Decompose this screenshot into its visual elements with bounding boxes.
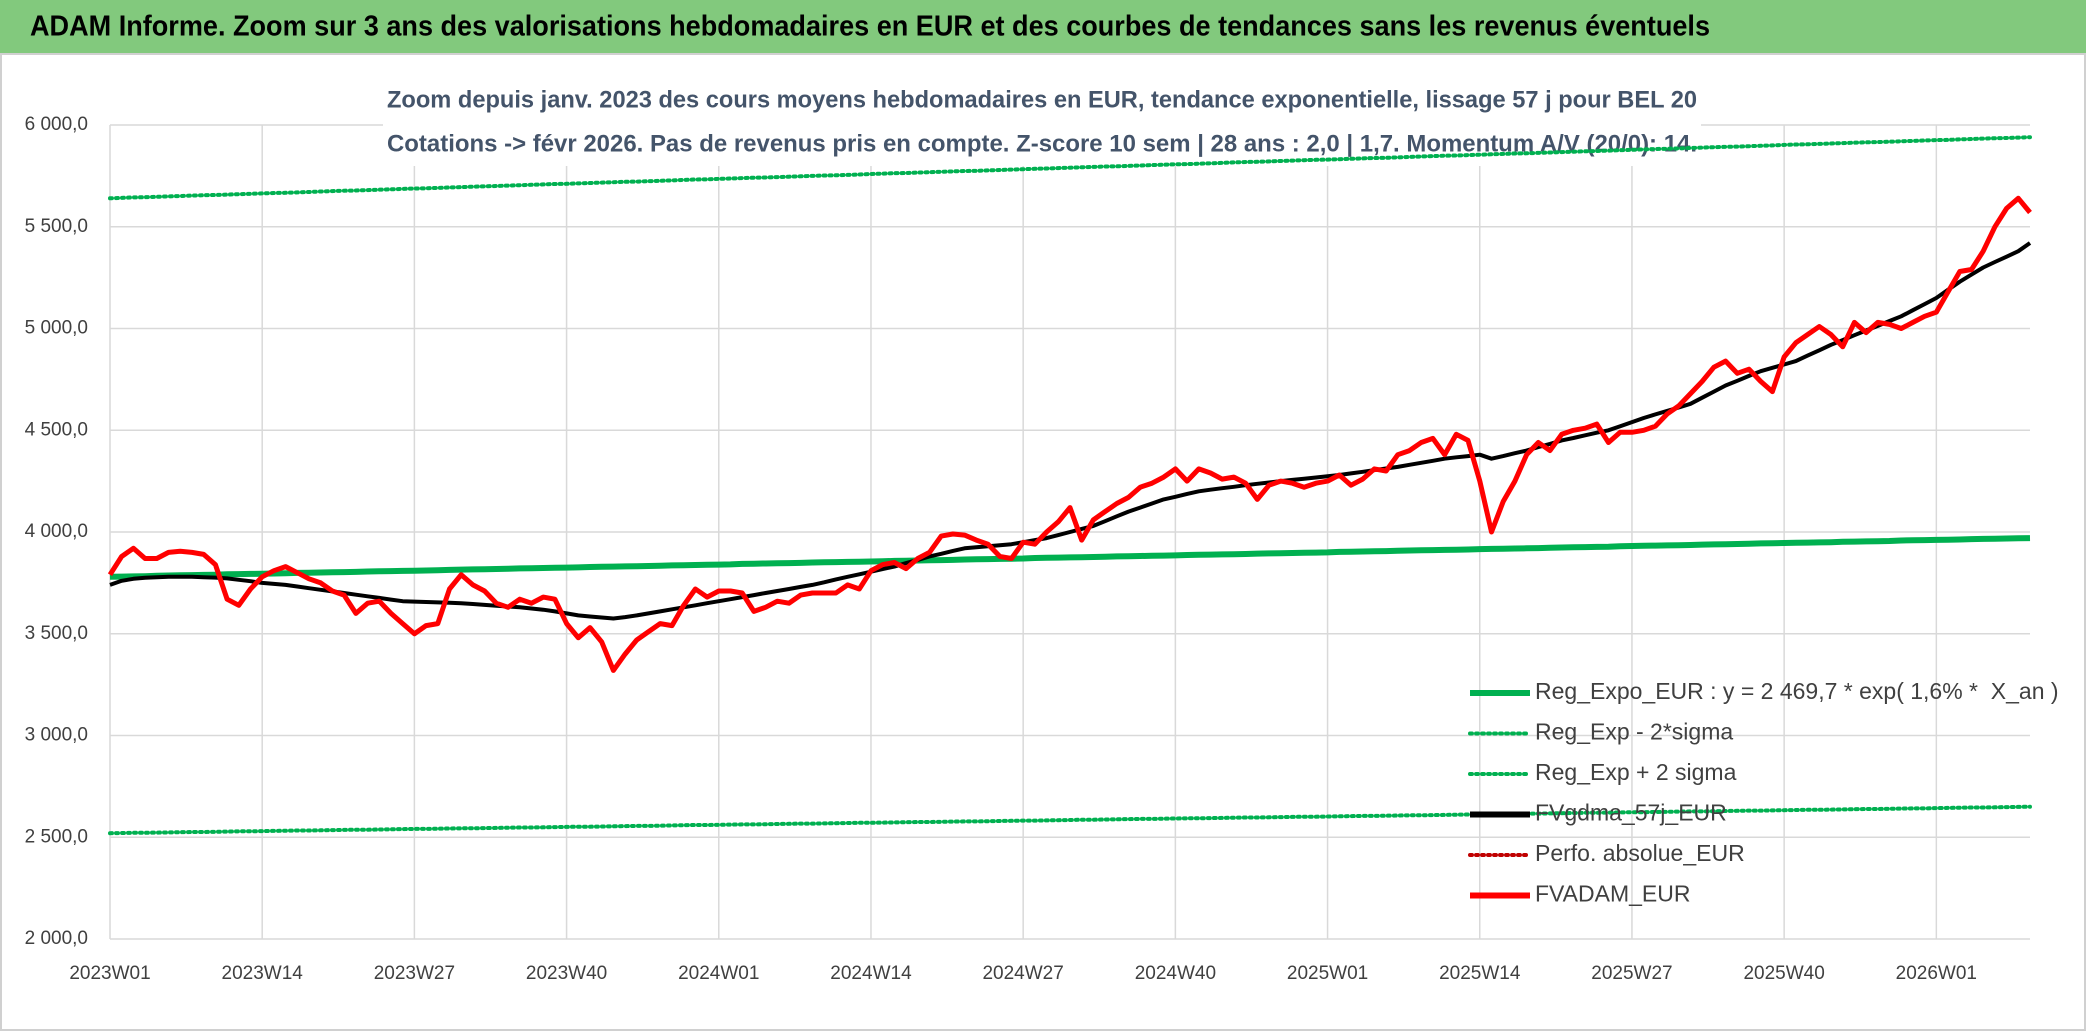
title-box (383, 80, 1701, 166)
legend-label: FVADAM_EUR (1535, 881, 1691, 907)
x-tick-label: 2025W27 (1591, 963, 1672, 984)
legend-label: FVgdma_57j_EUR (1535, 800, 1727, 826)
x-tick-label: 2023W01 (69, 963, 150, 984)
y-tick-label: 3 000,0 (25, 725, 88, 746)
legend-label: Reg_Expo_EUR : y = 2 469,7 * exp( 1,6% *… (1535, 678, 2059, 704)
y-tick-label: 2 000,0 (25, 928, 88, 949)
series-line (108, 135, 2032, 201)
header-title: ADAM Informe. Zoom sur 3 ans des valoris… (30, 11, 1710, 43)
x-tick-label: 2024W27 (982, 963, 1063, 984)
legend-label: Reg_Exp - 2*sigma (1535, 719, 1733, 745)
series-line (109, 241, 2032, 621)
x-tick-label: 2023W40 (526, 963, 607, 984)
chart-border (0, 53, 2086, 1031)
legend-label: Perfo. absolue_EUR (1535, 840, 1745, 866)
y-tick-label: 5 500,0 (25, 216, 88, 237)
x-tick-label: 2025W01 (1287, 963, 1368, 984)
x-tick-label: 2024W14 (830, 963, 912, 984)
series-line (108, 804, 2032, 836)
x-tick-label: 2025W40 (1743, 963, 1824, 984)
y-tick-label: 5 000,0 (25, 318, 88, 339)
legend-label: Reg_Exp + 2 sigma (1535, 759, 1737, 785)
x-tick-label: 2024W01 (678, 963, 759, 984)
header-bar (0, 0, 2086, 53)
x-tick-label: 2025W14 (1439, 963, 1521, 984)
x-tick-label: 2024W40 (1135, 963, 1216, 984)
y-tick-label: 4 500,0 (25, 419, 88, 440)
chart-title: Zoom depuis janv. 2023 des cours moyens … (387, 86, 1697, 113)
series-line (109, 535, 2031, 580)
x-tick-label: 2023W27 (374, 963, 455, 984)
y-tick-label: 2 500,0 (25, 826, 88, 847)
y-tick-label: 6 000,0 (25, 114, 88, 135)
y-tick-label: 3 500,0 (25, 623, 88, 644)
y-tick-label: 4 000,0 (25, 521, 88, 542)
x-tick-label: 2023W14 (222, 963, 304, 984)
series-line (107, 195, 2032, 673)
x-tick-label: 2026W01 (1896, 963, 1977, 984)
